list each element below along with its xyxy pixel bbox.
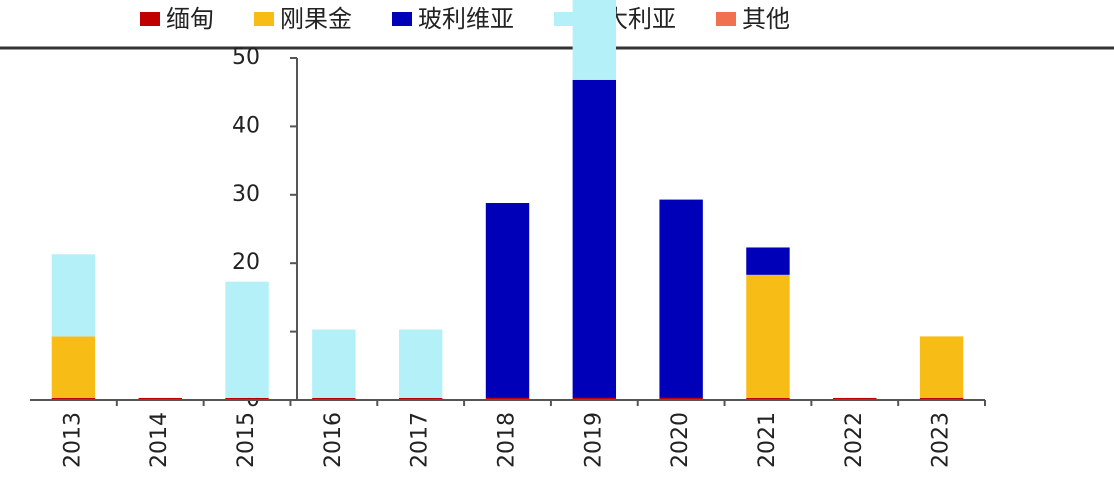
- legend-swatch: [254, 12, 274, 26]
- bar-segment: [138, 397, 182, 400]
- bar-segment: [659, 199, 703, 398]
- bar-segment: [746, 274, 790, 398]
- bar-segment: [833, 397, 877, 400]
- x-tick-label: 2022: [842, 412, 867, 468]
- x-tick-label: 2017: [408, 412, 433, 468]
- x-tick-label: 2014: [147, 412, 172, 468]
- x-tick-label: 2023: [929, 412, 954, 468]
- bar-segment: [485, 397, 530, 400]
- legend-swatch: [554, 12, 574, 26]
- x-tick-label: 2015: [234, 412, 259, 468]
- x-tick-label: 2016: [321, 412, 346, 468]
- legend-swatch: [140, 12, 160, 26]
- bar-segment: [51, 397, 96, 400]
- y-tick-label: 20: [232, 250, 260, 275]
- bar-segment: [398, 329, 443, 398]
- x-tick-label: 2021: [755, 412, 780, 468]
- bar-segment: [746, 397, 790, 400]
- bar-segment: [51, 336, 96, 398]
- bar-segment: [312, 397, 356, 400]
- legend-label: 其他: [742, 5, 790, 33]
- bar-segment: [659, 397, 703, 400]
- x-tick-label: 2018: [495, 412, 520, 468]
- bar-segment: [398, 397, 443, 400]
- bar-segment: [572, 397, 617, 400]
- bar-segment: [225, 281, 269, 398]
- bar-segment: [572, 79, 617, 398]
- y-tick-label: 30: [232, 182, 260, 207]
- legend-label: 刚果金: [280, 5, 352, 33]
- x-tick-label: 2020: [668, 412, 693, 468]
- bar-segment: [919, 397, 964, 400]
- legend-swatch: [716, 12, 736, 26]
- x-tick-label: 2019: [581, 412, 606, 468]
- y-tick-label: 50: [232, 45, 260, 70]
- legend-label: 玻利维亚: [418, 5, 514, 33]
- bar-segment: [51, 254, 96, 337]
- bar-segment: [746, 247, 790, 275]
- y-tick-label: 40: [232, 113, 260, 138]
- legend-label: 缅甸: [166, 5, 214, 33]
- x-tick-label: 2013: [60, 412, 85, 468]
- bar-segment: [485, 203, 530, 398]
- legend-swatch: [392, 12, 412, 26]
- bar-segment: [225, 397, 269, 400]
- bar-segment: [572, 0, 617, 80]
- bar-segment: [919, 336, 964, 398]
- bar-segment: [312, 329, 356, 398]
